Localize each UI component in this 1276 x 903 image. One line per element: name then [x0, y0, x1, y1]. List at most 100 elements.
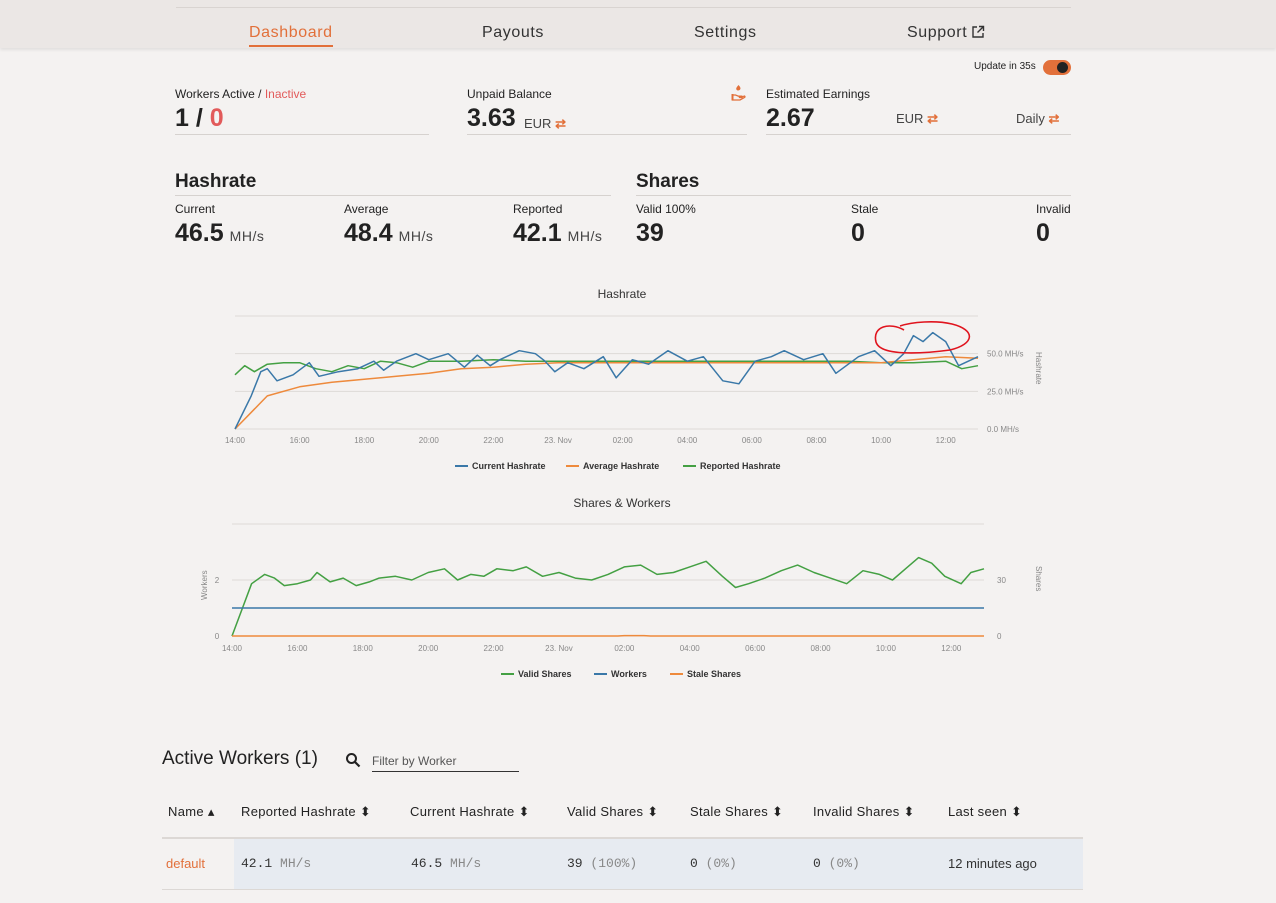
y-left-tick-label: 0	[215, 632, 220, 641]
x-tick-label: 12:00	[936, 436, 957, 445]
x-tick-label: 02:00	[614, 644, 635, 653]
estimated-period[interactable]: Daily ⇄	[1016, 111, 1059, 127]
workers-active-text: Workers Active	[175, 87, 255, 101]
hashrate-reported-value: 42.1 MH/s	[513, 219, 602, 248]
col-header-invalid[interactable]: Invalid Shares ⬍	[813, 804, 915, 820]
col-header-stale[interactable]: Stale Shares ⬍	[690, 804, 783, 820]
sort-icon: ⬍	[359, 804, 372, 819]
estimated-currency[interactable]: EUR ⇄	[896, 111, 938, 127]
y-left-axis-label: Workers	[200, 570, 209, 600]
col-header-valid[interactable]: Valid Shares ⬍	[567, 804, 658, 820]
cell-current-value: 46.5	[411, 856, 443, 871]
x-tick-label: 06:00	[742, 436, 763, 445]
estimated-earnings-value: 2.67	[766, 104, 815, 132]
x-tick-label: 16:00	[287, 644, 308, 653]
shares-invalid-value: 0	[1036, 219, 1050, 247]
col-header-current[interactable]: Current Hashrate ⬍	[410, 804, 530, 820]
y-right-tick-label: 30	[997, 576, 1006, 585]
col-header-reported-label: Reported Hashrate	[241, 804, 356, 819]
unpaid-currency[interactable]: EUR ⇄	[524, 116, 566, 132]
workers-inactive-count: 0	[209, 104, 224, 132]
workers-count: 1 / 0	[175, 104, 224, 133]
hashrate-current-value: 46.5 MH/s	[175, 219, 264, 248]
sort-icon: ⬍	[647, 804, 659, 819]
sort-asc-icon: ▴	[207, 804, 215, 819]
x-tick-label: 20:00	[418, 644, 439, 653]
annotation-circle	[874, 321, 971, 354]
table-header-divider	[162, 837, 1083, 839]
x-tick-label: 22:00	[483, 436, 504, 445]
col-header-last-seen[interactable]: Last seen ⬍	[948, 804, 1022, 820]
x-tick-label: 23. Nov	[544, 436, 572, 445]
unpaid-balance-value: 3.63	[467, 104, 516, 132]
cell-invalid-value: 0	[813, 856, 821, 871]
estimated-underline	[766, 134, 1071, 135]
hashrate-title: Hashrate	[175, 171, 257, 192]
worker-filter-input[interactable]	[372, 750, 519, 772]
hashrate-average-value: 48.4 MH/s	[344, 219, 433, 248]
cell-current-hashrate: 46.5 MH/s	[411, 856, 481, 871]
estimated-currency-label: EUR	[896, 111, 924, 126]
x-tick-label: 22:00	[484, 644, 505, 653]
hashrate-current-unit: MH/s	[229, 228, 265, 244]
col-header-invalid-label: Invalid Shares	[813, 804, 900, 819]
payout-hand-icon[interactable]	[731, 84, 746, 101]
y-tick-label: 25.0 MH/s	[987, 387, 1023, 396]
legend-label: Reported Hashrate	[700, 461, 781, 471]
cell-valid-pct: (100%)	[590, 856, 638, 871]
cell-stale-shares: 0 (0%)	[690, 856, 737, 871]
auto-update-toggle[interactable]	[1043, 60, 1071, 75]
shares-rule	[636, 195, 1071, 196]
active-workers-title: Active Workers (1)	[162, 748, 318, 770]
tab-support-label: Support	[907, 24, 968, 41]
col-header-name[interactable]: Name ▴	[168, 804, 215, 820]
tab-settings[interactable]: Settings	[694, 24, 757, 41]
y-tick-label: 0.0 MH/s	[987, 425, 1019, 434]
series-line-average-hashrate	[234, 355, 979, 430]
x-tick-label: 08:00	[811, 644, 832, 653]
hashrate-reported-unit: MH/s	[567, 228, 603, 244]
swap-icon: ⇄	[555, 116, 566, 131]
hashrate-average-number: 48.4	[344, 219, 393, 247]
unpaid-underline	[467, 134, 747, 135]
shares-stale-value: 0	[851, 219, 865, 247]
cell-current-unit: MH/s	[450, 856, 482, 871]
table-row-divider	[162, 889, 1083, 890]
tab-dashboard[interactable]: Dashboard	[249, 24, 333, 47]
hashrate-rule	[175, 195, 611, 196]
shares-workers-chart[interactable]: Shares & Workers 0 2 0 30 Workers Shares 14:00 1…	[195, 492, 1065, 684]
hashrate-current-label: Current	[175, 202, 216, 216]
x-tick-label: 18:00	[353, 644, 374, 653]
legend-label: Current Hashrate	[472, 461, 546, 471]
x-tick-label: 08:00	[806, 436, 827, 445]
legend-label: Workers	[611, 669, 647, 679]
col-header-stale-label: Stale Shares	[690, 804, 769, 819]
cell-valid-shares: 39 (100%)	[567, 856, 637, 871]
sort-icon: ⬍	[1011, 804, 1023, 819]
workers-underline	[175, 134, 429, 135]
nav-rule	[176, 7, 1071, 8]
search-icon	[346, 753, 361, 768]
chart-title: Shares & Workers	[573, 496, 670, 510]
x-tick-label: 04:00	[677, 436, 698, 445]
hashrate-chart[interactable]: Hashrate 0.0 MH/s 25.0 MH/s 50.0 MH/s Hashra…	[200, 282, 1060, 477]
x-tick-label: 18:00	[354, 436, 375, 445]
swap-icon: ⇄	[1048, 111, 1060, 126]
y-right-tick-label: 0	[997, 632, 1002, 641]
y-right-axis-label: Shares	[1034, 566, 1043, 591]
update-countdown: Update in 35s	[974, 61, 1036, 72]
worker-name-link[interactable]: default	[166, 856, 206, 871]
top-nav: Dashboard Payouts Settings Support	[0, 0, 1276, 48]
cell-stale-pct: (0%)	[705, 856, 737, 871]
estimated-earnings-label: Estimated Earnings	[766, 87, 871, 101]
cell-reported-hashrate: 42.1 MH/s	[241, 856, 311, 871]
tab-payouts[interactable]: Payouts	[482, 24, 545, 41]
series-line-current-hashrate	[234, 331, 979, 430]
hashrate-reported-number: 42.1	[513, 219, 562, 247]
legend-label: Average Hashrate	[583, 461, 659, 471]
workers-active-label: Workers Active / Inactive	[175, 87, 306, 101]
col-header-reported[interactable]: Reported Hashrate ⬍	[241, 804, 371, 820]
series-line-reported-hashrate	[234, 358, 979, 376]
shares-valid-label: Valid 100%	[636, 202, 696, 216]
tab-support[interactable]: Support	[907, 24, 985, 42]
